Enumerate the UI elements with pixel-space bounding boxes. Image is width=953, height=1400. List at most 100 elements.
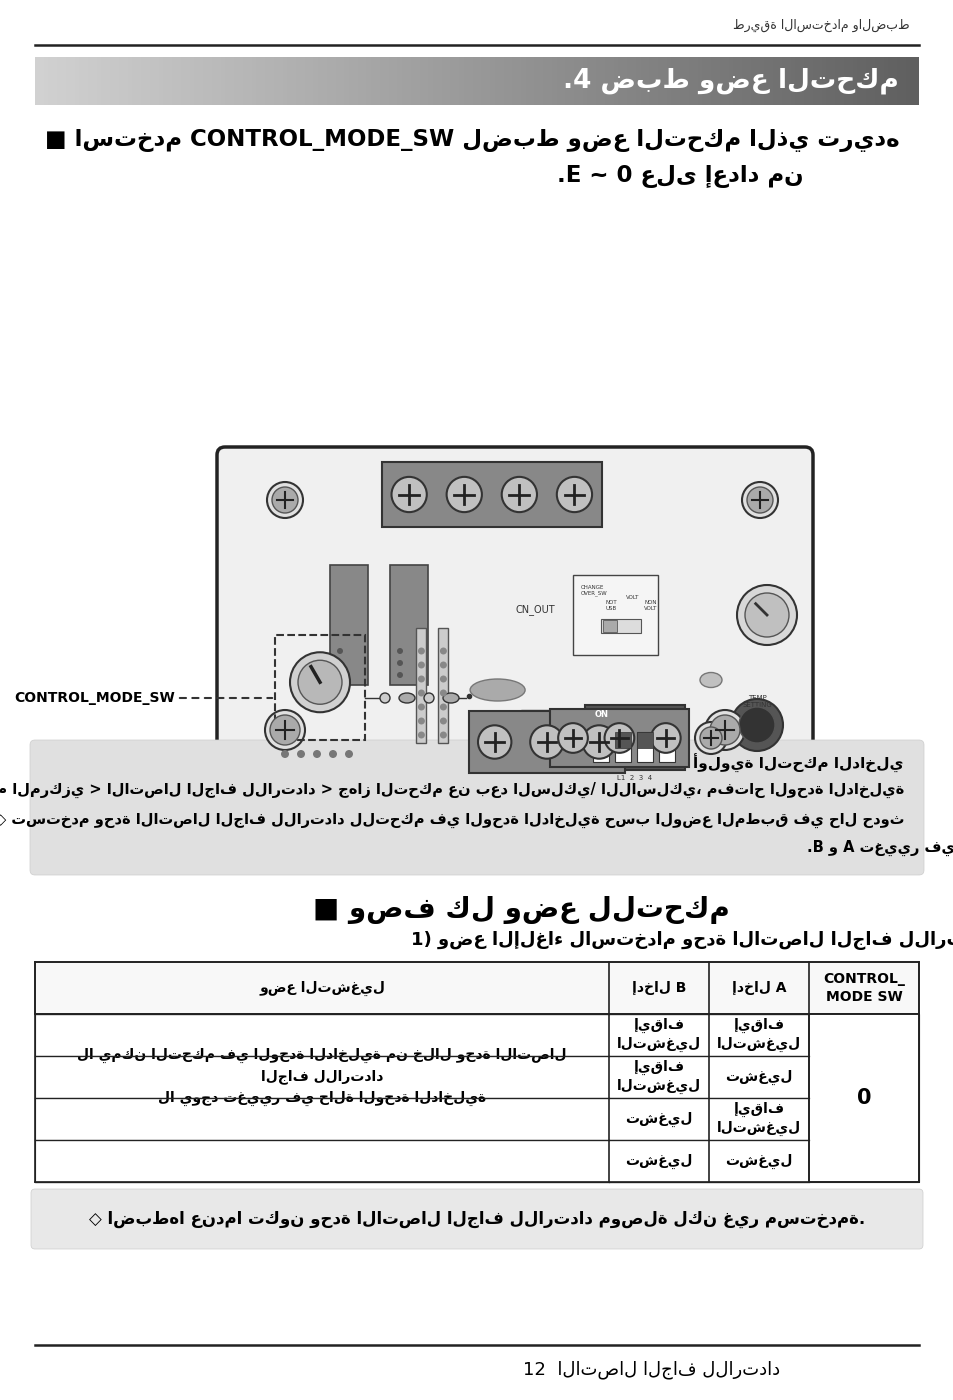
Bar [720, 57, 724, 105]
Bar [282, 57, 287, 105]
Bar [450, 57, 455, 105]
Circle shape [439, 731, 446, 739]
Circle shape [417, 717, 424, 725]
Bar [639, 57, 645, 105]
Bar [777, 57, 781, 105]
Bar [602, 620, 617, 631]
Bar [349, 57, 354, 105]
Text: 12  الاتصال الجاف للارتداد: 12 الاتصال الجاف للارتداد [522, 1361, 780, 1379]
Text: إيقاف
التشغيل: إيقاف التشغيل [617, 1060, 700, 1093]
Bar [596, 57, 600, 105]
Bar [538, 57, 543, 105]
Text: ◇ أولوية التحكم الداخلي: ◇ أولوية التحكم الداخلي [676, 753, 903, 773]
Bar [636, 732, 652, 762]
Bar [216, 57, 221, 105]
Bar [423, 57, 429, 105]
Bar [357, 57, 362, 105]
Bar [592, 732, 608, 762]
Bar [411, 57, 416, 105]
Bar [35, 1056, 918, 1098]
Bar [507, 57, 513, 105]
Bar [636, 57, 640, 105]
Bar [618, 57, 622, 105]
Bar [896, 57, 901, 105]
Bar [106, 57, 111, 105]
Circle shape [396, 672, 402, 678]
Circle shape [439, 690, 446, 697]
Text: VOLT: VOLT [626, 595, 639, 601]
Bar [193, 57, 199, 105]
Circle shape [439, 676, 446, 683]
Bar [799, 57, 803, 105]
Circle shape [744, 594, 788, 637]
Bar [88, 57, 92, 105]
Bar [35, 57, 918, 105]
Circle shape [477, 725, 511, 759]
Bar [812, 57, 817, 105]
Bar [728, 57, 733, 105]
Bar [397, 57, 402, 105]
Bar [330, 566, 368, 685]
Bar [141, 57, 146, 105]
Bar [366, 57, 371, 105]
Bar [393, 57, 397, 105]
Bar [212, 57, 216, 105]
Circle shape [581, 725, 615, 759]
Bar [128, 57, 132, 105]
Circle shape [297, 661, 341, 704]
Text: طريقة الاستخدام والضبط: طريقة الاستخدام والضبط [733, 18, 909, 32]
Bar [74, 57, 80, 105]
Bar [839, 57, 843, 105]
Bar [35, 57, 40, 105]
Bar [220, 57, 225, 105]
Bar [158, 57, 164, 105]
Bar [390, 566, 428, 685]
Circle shape [417, 703, 424, 711]
Circle shape [391, 477, 426, 512]
Text: ■ استخدم CONTROL_MODE_SW لضبط وضع التحكم الذي تريده: ■ استخدم CONTROL_MODE_SW لضبط وضع التحكم… [46, 129, 899, 151]
Bar [604, 57, 610, 105]
Circle shape [446, 477, 481, 512]
Bar [843, 57, 848, 105]
Bar [741, 57, 746, 105]
Bar [909, 57, 914, 105]
Bar [458, 57, 464, 105]
Text: NON
VOLT: NON VOLT [643, 601, 657, 610]
Bar [35, 1140, 918, 1182]
Text: ON: ON [594, 710, 608, 720]
Bar [291, 57, 296, 105]
Bar [901, 57, 905, 105]
Bar [384, 57, 389, 105]
Bar [869, 57, 875, 105]
Circle shape [501, 477, 537, 512]
Circle shape [345, 750, 353, 757]
Bar [671, 57, 676, 105]
Bar [865, 57, 870, 105]
Bar [649, 57, 654, 105]
Bar [274, 57, 278, 105]
Bar [362, 57, 367, 105]
Bar [265, 57, 270, 105]
Circle shape [730, 699, 782, 750]
FancyBboxPatch shape [30, 1189, 923, 1249]
Bar [584, 706, 684, 770]
Bar [190, 57, 194, 105]
Ellipse shape [442, 693, 458, 703]
Text: إدخال B: إدخال B [631, 981, 685, 995]
Bar [353, 57, 357, 105]
Bar [269, 57, 274, 105]
Circle shape [739, 707, 774, 743]
Bar [101, 57, 106, 105]
Circle shape [737, 585, 796, 645]
Bar [830, 57, 835, 105]
Circle shape [396, 648, 402, 654]
Circle shape [296, 750, 305, 757]
Bar [490, 57, 495, 105]
Bar [110, 57, 115, 105]
Bar [560, 710, 588, 760]
Circle shape [604, 724, 634, 753]
Bar [287, 57, 292, 105]
Bar [481, 57, 486, 105]
Circle shape [558, 724, 587, 753]
Bar [790, 57, 795, 105]
